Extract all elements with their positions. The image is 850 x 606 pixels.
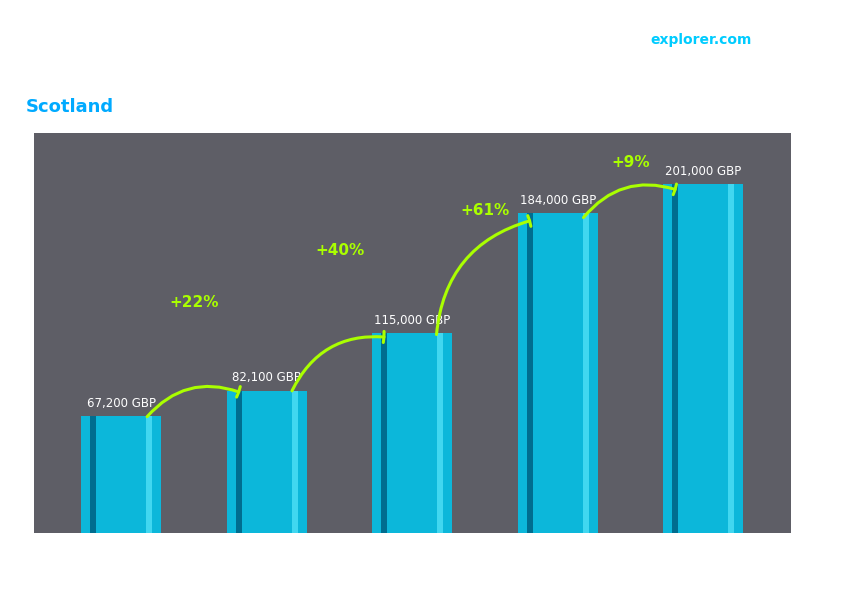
Bar	[728, 184, 734, 533]
Text: +9%: +9%	[611, 155, 649, 170]
Text: +22%: +22%	[169, 295, 218, 310]
Text: +40%: +40%	[314, 243, 364, 258]
Text: salary: salary	[578, 33, 626, 47]
Text: 184,000 GBP: 184,000 GBP	[519, 195, 596, 207]
Text: 82,100 GBP: 82,100 GBP	[232, 371, 301, 384]
Bar	[372, 333, 452, 533]
Text: Scotland: Scotland	[26, 98, 114, 116]
Text: explorer.com: explorer.com	[650, 33, 751, 47]
Bar	[672, 184, 678, 533]
Text: Average Yearly Salary: Average Yearly Salary	[814, 277, 824, 390]
Text: 67,200 GBP: 67,200 GBP	[87, 398, 156, 410]
Bar	[437, 333, 444, 533]
Bar	[582, 213, 589, 533]
Text: Information Technology Compliance Manager: Information Technology Compliance Manage…	[26, 70, 434, 88]
Bar	[292, 390, 298, 533]
Bar	[146, 416, 152, 533]
Bar	[663, 184, 743, 533]
Bar	[381, 333, 388, 533]
Bar	[235, 390, 242, 533]
Text: 201,000 GBP: 201,000 GBP	[665, 165, 741, 178]
Bar	[82, 416, 162, 533]
Text: Salary Comparison By Education: Salary Comparison By Education	[26, 39, 534, 67]
Text: 115,000 GBP: 115,000 GBP	[374, 315, 450, 327]
Bar	[518, 213, 598, 533]
Bar	[227, 390, 307, 533]
Text: +61%: +61%	[461, 203, 510, 218]
Bar	[90, 416, 97, 533]
Bar	[526, 213, 533, 533]
